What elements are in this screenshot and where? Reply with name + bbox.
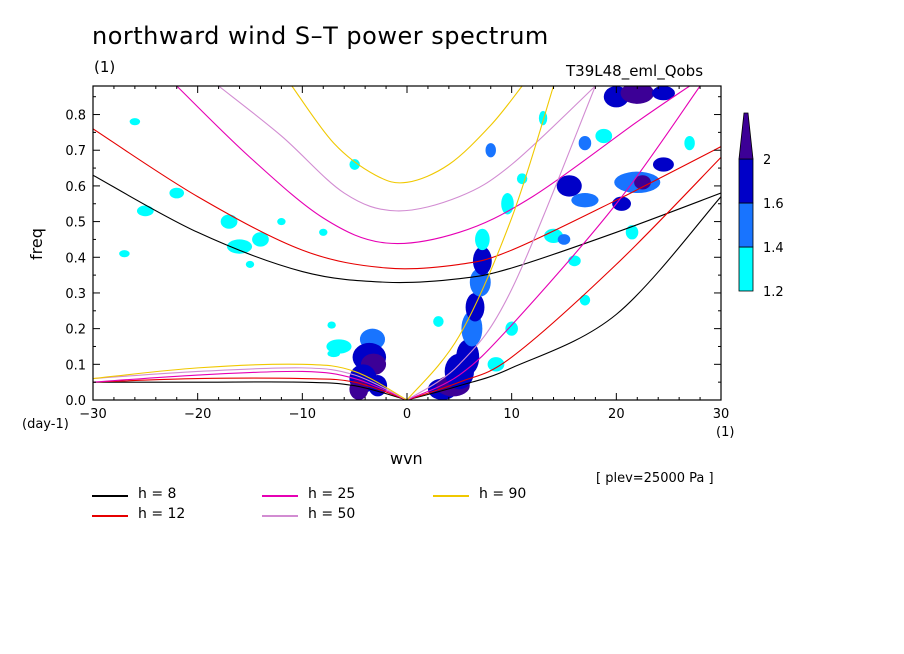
power-contour (538, 110, 548, 126)
power-contour (625, 225, 639, 240)
y-axis-label: freq (27, 228, 46, 260)
x-axis-unit: (1) (716, 425, 735, 440)
power-contour (136, 205, 154, 217)
legend-swatch (262, 515, 298, 517)
axes: −30 −20 −10 0 10 20 30 0.0 0.1 0.2 0.3 0.4 0.5 0.6 0.7… (65, 86, 729, 422)
power-contour (319, 228, 328, 236)
power-contour (252, 232, 269, 247)
dispersion-curve-kelvin (406, 156, 721, 400)
power-contour (556, 175, 582, 197)
y-tick-label: 0.8 (65, 109, 86, 124)
colorbar-band (738, 158, 754, 204)
dispersion-curve-mrg (93, 377, 408, 400)
legend-label: h = 12 (138, 506, 186, 522)
power-contour (684, 135, 695, 151)
power-contour (595, 128, 613, 144)
dispersion-curve-kelvin (406, 196, 721, 400)
dispersion-curve-mrg (93, 381, 408, 400)
dispersion-curve-mrg (93, 370, 408, 400)
experiment-label: T39L48_eml_Qobs (566, 62, 704, 80)
power-contour (557, 234, 571, 245)
pressure-level-note: [ plev=25000 Pa ] (596, 471, 714, 486)
y-tick-label: 0.0 (65, 394, 86, 409)
y-tick-label: 0.6 (65, 180, 86, 195)
power-contour (612, 196, 631, 211)
colorbar-label: 2 (763, 153, 771, 168)
legend-label: h = 90 (479, 486, 527, 502)
legend-swatch (92, 495, 128, 497)
power-contour (634, 175, 651, 190)
colorbar: 1.2 1.4 1.6 2 (738, 112, 784, 300)
chart-title: northward wind S–T power spectrum (92, 22, 549, 50)
contour-layer (119, 86, 695, 400)
power-contour (245, 260, 255, 268)
y-tick-label: 0.7 (65, 144, 86, 159)
legend-label: h = 50 (308, 506, 356, 522)
power-contour (475, 228, 490, 251)
dispersion-curve-mrg (93, 363, 408, 400)
colorbar-label: 1.6 (763, 197, 784, 212)
power-contour (169, 187, 185, 199)
power-contour (571, 193, 599, 208)
dispersion-curve-kelvin (406, 86, 701, 400)
power-contour (433, 316, 444, 327)
dispersion-curve-n1 (291, 86, 523, 184)
power-contour (651, 86, 675, 101)
power-contour (620, 86, 655, 104)
legend-swatch (433, 495, 469, 497)
dispersion-curve-kelvin (406, 86, 555, 400)
legend-label: h = 25 (308, 486, 356, 502)
y-tick-label: 0.2 (65, 323, 86, 338)
power-contour (578, 135, 592, 151)
colorbar-band (738, 202, 754, 248)
power-contour (129, 118, 141, 126)
dispersion-curve-kelvin (406, 86, 596, 400)
power-contour (487, 357, 505, 372)
colorbar-band (738, 246, 754, 292)
x-tick-label: −10 (289, 407, 316, 422)
power-contour (456, 339, 480, 376)
power-contour (579, 294, 591, 306)
colorbar-arrow (738, 112, 754, 160)
y-tick-label: 0.3 (65, 287, 86, 302)
power-contour (349, 159, 360, 170)
y-tick-label: 0.1 (65, 358, 86, 373)
power-contour (327, 321, 336, 329)
power-contour (505, 321, 518, 336)
power-contour (652, 157, 674, 172)
x-tick-label: 0 (403, 407, 411, 422)
dispersion-curve-n1 (93, 174, 721, 284)
colorbar-label: 1.4 (763, 241, 784, 256)
legend-label: h = 8 (138, 486, 177, 502)
title-unit: (1) (94, 58, 116, 76)
power-contour (327, 350, 341, 358)
dispersion-curve-n1 (218, 86, 596, 212)
x-tick-label: 30 (713, 407, 730, 422)
dispersion-curves (93, 86, 721, 400)
power-contour (485, 143, 496, 158)
colorbar-label: 1.2 (763, 285, 784, 300)
power-contour (220, 214, 238, 229)
dispersion-curve-mrg (93, 367, 408, 400)
legend-swatch (262, 495, 298, 497)
power-contour (568, 255, 581, 267)
x-tick-label: 20 (608, 407, 625, 422)
power-contour (465, 292, 485, 322)
legend-swatch (92, 515, 128, 517)
x-tick-label: −30 (79, 407, 106, 422)
power-contour (119, 250, 130, 258)
x-tick-label: 10 (503, 407, 520, 422)
x-tick-label: −20 (184, 407, 211, 422)
power-contour (277, 218, 286, 226)
power-contour (326, 339, 352, 354)
power-contour (226, 239, 253, 254)
y-axis-unit: (day-1) (22, 417, 69, 432)
y-tick-label: 0.4 (65, 251, 86, 266)
y-tick-label: 0.5 (65, 216, 86, 231)
dispersion-curve-n1 (93, 128, 721, 270)
dispersion-curve-n1 (176, 86, 690, 245)
x-axis-label: wvn (390, 449, 423, 468)
